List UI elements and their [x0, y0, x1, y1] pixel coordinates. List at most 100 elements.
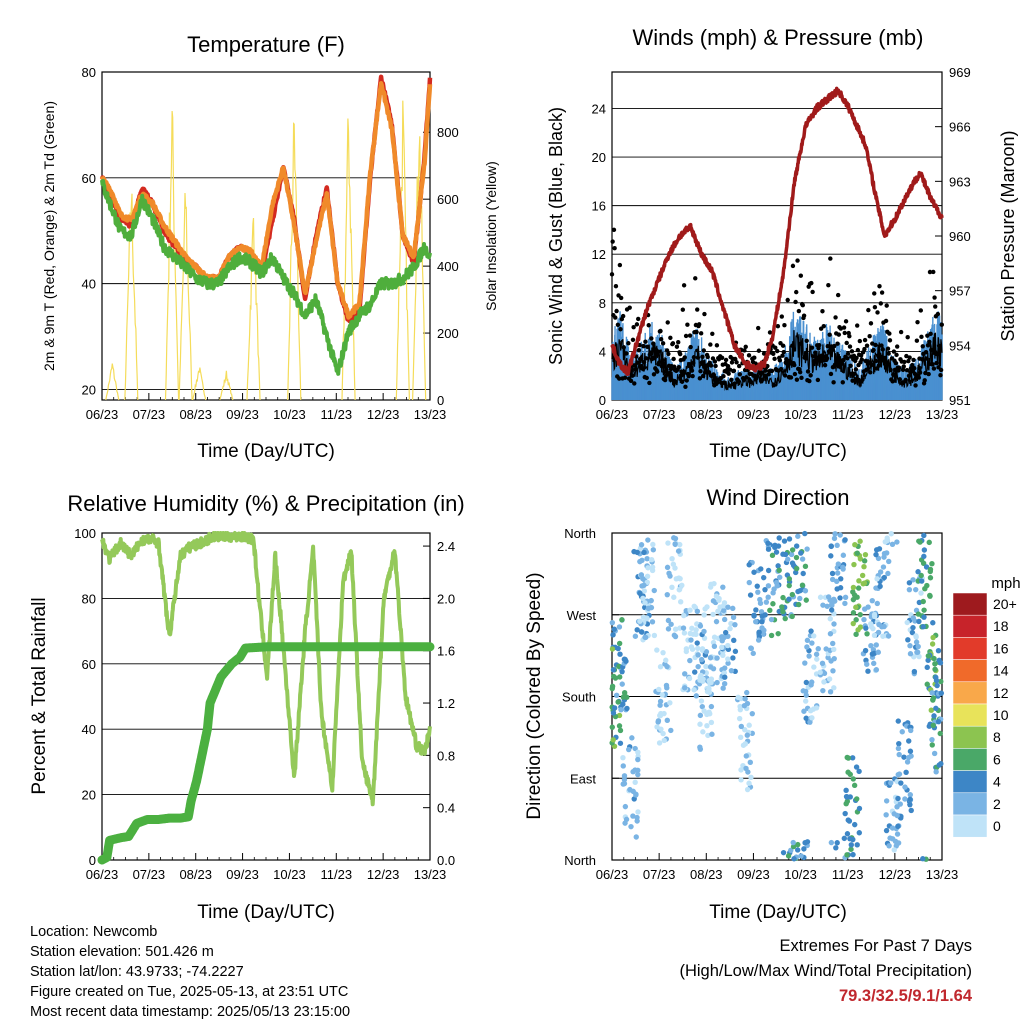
wind-direction-point — [929, 690, 935, 696]
wind-direction-point — [722, 665, 728, 671]
wind-direction-point — [701, 612, 707, 618]
wind-direction-point — [935, 718, 942, 725]
wind-direction-point — [828, 543, 834, 550]
solar-insolation-spike — [287, 122, 302, 401]
wind-direction-point — [795, 601, 802, 608]
wind-direction-point — [883, 812, 889, 818]
gust-point — [879, 343, 884, 348]
wind-direction-point — [711, 634, 718, 640]
wind-direction-point — [857, 624, 864, 630]
wind-direction-point — [632, 745, 638, 752]
wind-direction-point — [624, 705, 630, 712]
gust-point — [732, 381, 737, 386]
colorbar-label: 12 — [993, 685, 1009, 701]
wind-direction-point — [799, 582, 806, 588]
wind-direction-point — [705, 732, 711, 739]
wind-direction-point — [754, 583, 760, 589]
gust-point — [772, 356, 777, 362]
gust-point — [904, 367, 910, 373]
wind-direction-point — [679, 582, 685, 589]
wind-direction-point — [721, 670, 728, 676]
wind-direction-point — [840, 564, 846, 571]
wind-direction-point — [907, 792, 914, 798]
wind-direction-point — [698, 698, 705, 704]
gust-point — [734, 360, 739, 365]
wind-direction-point — [820, 602, 826, 608]
wind-direction-point — [640, 614, 647, 620]
wind-direction-point — [894, 812, 900, 819]
humidity-title: Relative Humidity (%) & Precipitation (i… — [67, 491, 464, 516]
wind-direction-point — [720, 584, 726, 590]
gust-point — [767, 330, 773, 335]
gust-point — [927, 269, 933, 275]
wind-direction-point — [895, 823, 901, 829]
temperature-xtick-label: 06/23 — [86, 407, 119, 422]
station-location: Location: Newcomb — [30, 924, 158, 940]
direction-xtick-label: 06/23 — [596, 867, 629, 882]
gust-point — [719, 355, 725, 361]
direction-legend-title: mph — [991, 575, 1020, 592]
wind-direction-point — [695, 645, 701, 652]
gust-point — [683, 333, 689, 339]
wind-direction-point — [906, 580, 913, 586]
series-station-pressure — [610, 86, 944, 377]
solar-insolation-spike — [124, 193, 139, 401]
winds-ylabel-left: Sonic Wind & Gust (Blue, Black) — [546, 107, 566, 365]
wind-direction-point — [629, 735, 635, 741]
gust-point — [832, 343, 837, 349]
wind-direction-point — [803, 715, 809, 721]
gust-point — [870, 341, 875, 346]
wind-direction-point — [642, 600, 648, 606]
gust-point — [726, 371, 731, 376]
wind-direction-point — [871, 632, 878, 638]
wind-direction-point — [644, 555, 650, 562]
wind-direction-point — [881, 574, 888, 581]
gust-point — [848, 363, 853, 369]
wind-direction-point — [865, 668, 871, 674]
series-relative-humidity — [100, 531, 432, 807]
wind-direction-point — [777, 574, 783, 580]
wind-direction-point — [746, 722, 752, 728]
gust-point — [852, 371, 857, 376]
temperature-title: Temperature (F) — [187, 32, 345, 57]
wind-direction-point — [865, 604, 871, 610]
winds-ytick-right-label: 969 — [949, 65, 971, 80]
colorbar-label: 4 — [993, 774, 1001, 790]
humidity-xtick-label: 11/23 — [320, 867, 352, 882]
wind-direction-point — [651, 632, 658, 639]
wind-direction-point — [720, 652, 726, 659]
gust-point — [886, 351, 891, 356]
gust-point — [902, 359, 907, 365]
gust-point — [937, 344, 943, 349]
winds-xtick-label: 11/23 — [832, 407, 864, 422]
wind-direction-point — [638, 542, 645, 548]
gust-point — [782, 373, 788, 378]
gust-point — [918, 308, 924, 313]
humidity-ytick-right-label: 0.0 — [437, 853, 455, 868]
gust-point — [904, 353, 909, 359]
direction-ytick-label: West — [567, 608, 597, 623]
gust-point — [660, 341, 666, 346]
wind-direction-point — [833, 578, 840, 585]
wind-direction-point — [920, 856, 926, 862]
wind-direction-point — [871, 660, 877, 667]
wind-direction-point — [932, 666, 938, 672]
gust-point — [801, 313, 807, 318]
gust-point — [744, 375, 749, 380]
gust-point — [668, 335, 673, 341]
gust-point — [663, 373, 668, 379]
wind-direction-point — [804, 637, 811, 644]
solar-insolation-spike — [219, 370, 234, 401]
gust-point — [782, 323, 787, 328]
gust-point — [701, 348, 706, 353]
colorbar-swatch — [952, 614, 988, 638]
wind-direction-point — [703, 649, 710, 655]
wind-direction-point — [682, 685, 688, 691]
wind-direction-point — [730, 655, 736, 661]
gust-point — [700, 373, 706, 379]
wind-direction-point — [694, 608, 701, 614]
wind-direction-point — [827, 631, 834, 637]
gust-point — [630, 373, 635, 378]
wind-direction-point — [790, 839, 796, 846]
wind-direction-point — [776, 608, 782, 615]
